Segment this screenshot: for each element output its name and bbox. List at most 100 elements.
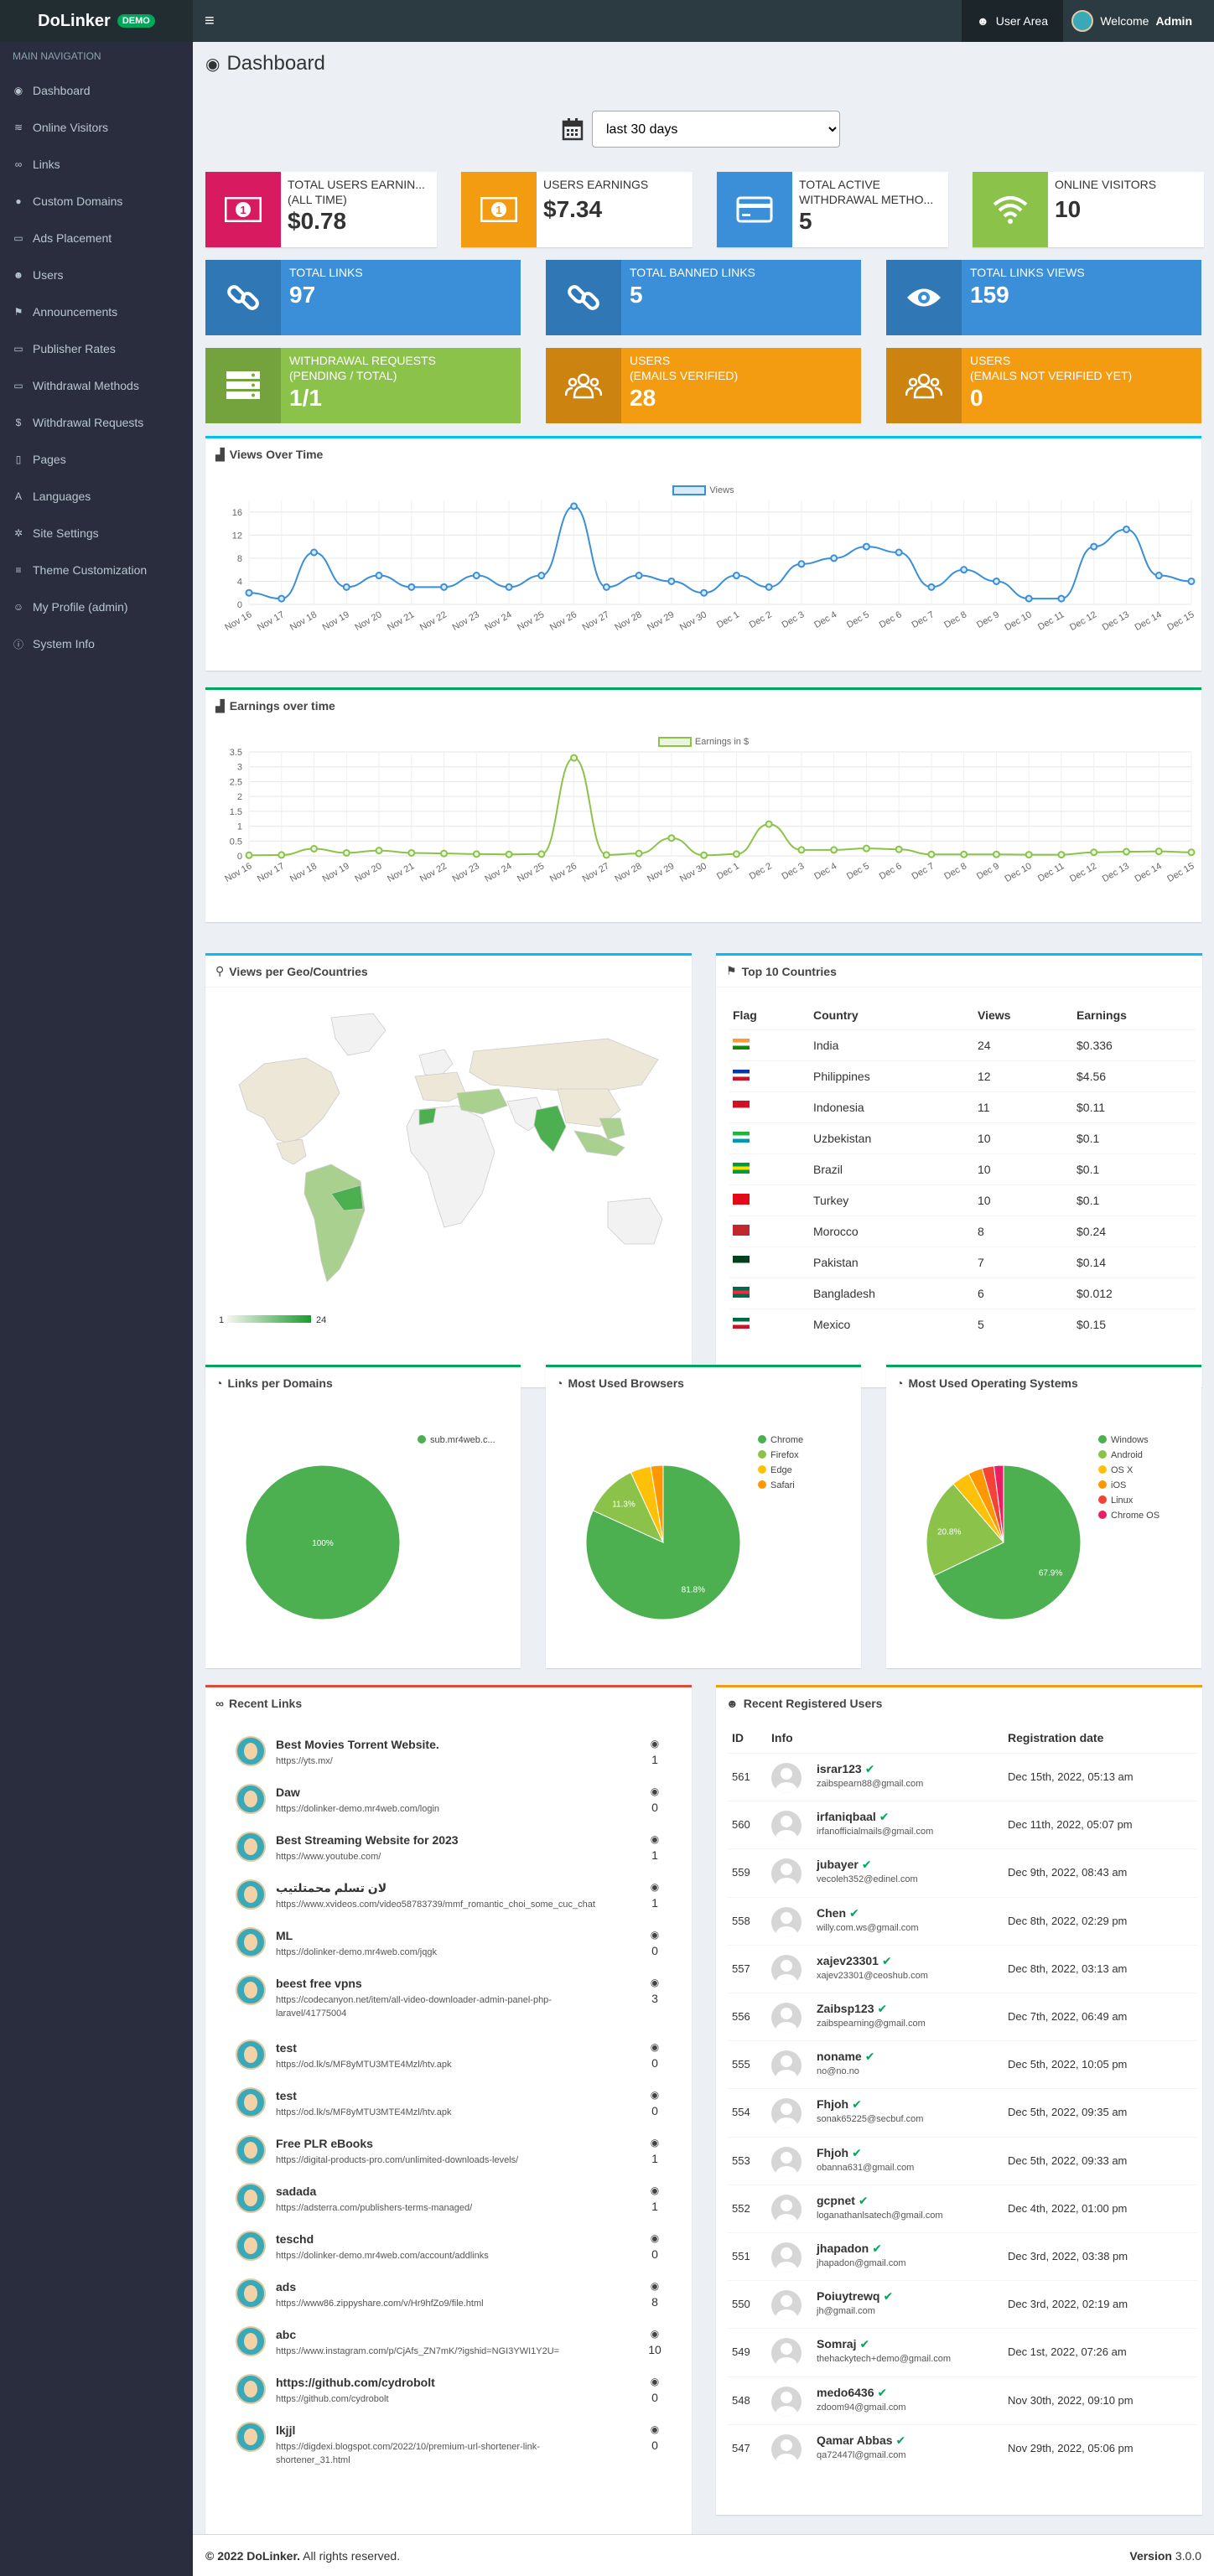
data-point[interactable] xyxy=(732,850,740,858)
sidebar-item-withdrawal-requests[interactable]: $ Withdrawal Requests xyxy=(0,404,193,441)
user-area-link[interactable]: ☻ User Area xyxy=(962,0,1063,42)
logo[interactable]: DoLinker DEMO xyxy=(0,0,193,42)
user-name[interactable]: jhapadon ✔ xyxy=(817,2242,882,2255)
link-url[interactable]: https://dolinker-demo.mr4web.com/login xyxy=(276,1804,440,1814)
data-point[interactable] xyxy=(927,583,936,591)
pie-slice-sub-mr4web-c-[interactable] xyxy=(245,1464,401,1620)
data-point[interactable] xyxy=(440,849,449,858)
data-point[interactable] xyxy=(278,851,286,859)
link-title[interactable]: Best Streaming Website for 2023 xyxy=(276,1833,459,1847)
data-point[interactable] xyxy=(1057,851,1066,859)
data-point[interactable] xyxy=(765,583,773,591)
data-point[interactable] xyxy=(1122,525,1130,533)
data-point[interactable] xyxy=(797,846,806,854)
data-point[interactable] xyxy=(732,572,740,580)
data-point[interactable] xyxy=(570,754,578,762)
data-point[interactable] xyxy=(505,583,513,591)
sidebar-item-my-profile-admin[interactable]: ☺ My Profile (admin) xyxy=(0,588,193,625)
link-url[interactable]: https://codecanyon.net/item/all-video-do… xyxy=(276,1995,552,2019)
account-menu[interactable]: Welcome Admin xyxy=(1060,0,1214,42)
data-point[interactable] xyxy=(278,594,286,603)
data-point[interactable] xyxy=(342,583,350,591)
user-name[interactable]: israr123 ✔ xyxy=(817,1762,875,1775)
pie-slice-chrome-os[interactable] xyxy=(993,1464,1004,1543)
user-name[interactable]: Qamar Abbas ✔ xyxy=(817,2433,906,2447)
sidebar-item-dashboard[interactable]: ◉ Dashboard xyxy=(0,72,193,109)
link-title[interactable]: ML xyxy=(276,1929,293,1942)
data-point[interactable] xyxy=(667,577,676,585)
data-point[interactable] xyxy=(1187,848,1196,857)
data-point[interactable] xyxy=(862,542,870,551)
sidebar-item-theme-customization[interactable]: ≡ Theme Customization xyxy=(0,552,193,588)
link-url[interactable]: https://od.lk/s/MF8yMTU3MTE4Mzl/htv.apk xyxy=(276,2060,452,2070)
link-title[interactable]: lkjjl xyxy=(276,2423,296,2437)
user-name[interactable]: Somraj ✔ xyxy=(817,2337,870,2351)
sidebar-item-pages[interactable]: ▯ Pages xyxy=(0,441,193,478)
pie-slice-firefox[interactable] xyxy=(592,1471,665,1544)
data-point[interactable] xyxy=(862,844,870,853)
data-point[interactable] xyxy=(537,572,546,580)
menu-toggle-icon[interactable]: ≡ xyxy=(205,12,215,30)
data-point[interactable] xyxy=(245,851,253,859)
data-point[interactable] xyxy=(407,848,416,857)
sidebar-item-publisher-rates[interactable]: ▭ Publisher Rates xyxy=(0,330,193,367)
link-title[interactable]: teschd xyxy=(276,2232,314,2246)
data-point[interactable] xyxy=(602,851,610,859)
data-point[interactable] xyxy=(960,850,968,858)
sidebar-item-announcements[interactable]: ⚑ Announcements xyxy=(0,293,193,330)
pie-slice-windows[interactable] xyxy=(933,1464,1082,1620)
data-point[interactable] xyxy=(992,850,1000,858)
data-point[interactable] xyxy=(1154,847,1163,856)
date-range-select[interactable]: last 30 days xyxy=(592,111,840,148)
link-title[interactable]: https://github.com/cydrobolt xyxy=(276,2376,435,2389)
link-url[interactable]: https://www.instagram.com/p/CjAfs_ZN7mK/… xyxy=(276,2346,560,2356)
data-point[interactable] xyxy=(505,850,513,858)
user-name[interactable]: Fhjoh ✔ xyxy=(817,2097,862,2112)
data-point[interactable] xyxy=(375,847,383,855)
data-point[interactable] xyxy=(960,566,968,574)
data-point[interactable] xyxy=(440,583,449,591)
user-name[interactable]: Poiuytrewq ✔ xyxy=(817,2289,894,2304)
user-name[interactable]: Zaibsp123 ✔ xyxy=(817,2002,888,2015)
data-point[interactable] xyxy=(1025,851,1033,859)
link-title[interactable]: ads xyxy=(276,2280,297,2294)
link-url[interactable]: https://www.youtube.com/ xyxy=(276,1852,381,1862)
link-title[interactable]: test xyxy=(276,2041,297,2055)
pie-slice-safari[interactable] xyxy=(650,1464,664,1543)
data-point[interactable] xyxy=(830,554,838,562)
data-point[interactable] xyxy=(1154,572,1163,580)
data-point[interactable] xyxy=(1090,542,1098,551)
sidebar-item-withdrawal-methods[interactable]: ▭ Withdrawal Methods xyxy=(0,367,193,404)
data-point[interactable] xyxy=(407,583,416,591)
link-title[interactable]: beest free vpns xyxy=(276,1977,362,1990)
user-name[interactable]: irfaniqbaal ✔ xyxy=(817,1810,890,1824)
link-url[interactable]: https://digital-products-pro.com/unlimit… xyxy=(276,2155,519,2165)
data-point[interactable] xyxy=(1122,847,1130,856)
data-point[interactable] xyxy=(667,834,676,842)
link-title[interactable]: sadada xyxy=(276,2185,317,2198)
data-point[interactable] xyxy=(1057,594,1066,603)
data-point[interactable] xyxy=(245,588,253,597)
link-url[interactable]: https://yts.mx/ xyxy=(276,1756,333,1766)
user-name[interactable]: noname ✔ xyxy=(817,2050,875,2064)
link-url[interactable]: https://www.xvideos.com/video58783739/mm… xyxy=(276,1900,595,1910)
link-title[interactable]: Daw xyxy=(276,1786,300,1799)
sidebar-item-custom-domains[interactable]: ● Custom Domains xyxy=(0,183,193,220)
data-point[interactable] xyxy=(635,849,643,858)
data-point[interactable] xyxy=(342,848,350,857)
sidebar-item-ads-placement[interactable]: ▭ Ads Placement xyxy=(0,220,193,257)
user-name[interactable]: jubayer ✔ xyxy=(817,1858,872,1872)
data-point[interactable] xyxy=(472,850,480,858)
data-point[interactable] xyxy=(895,845,903,853)
data-point[interactable] xyxy=(310,548,319,557)
sidebar-item-users[interactable]: ☻ Users xyxy=(0,257,193,293)
user-name[interactable]: Chen ✔ xyxy=(817,1905,859,1920)
data-point[interactable] xyxy=(537,850,546,858)
data-point[interactable] xyxy=(700,851,708,859)
pie-slice-android[interactable] xyxy=(926,1483,1004,1577)
link-title[interactable]: Free PLR eBooks xyxy=(276,2137,373,2150)
link-url[interactable]: https://digdexi.blogspot.com/2022/10/pre… xyxy=(276,2442,540,2465)
link-url[interactable]: https://github.com/cydrobolt xyxy=(276,2394,389,2404)
data-point[interactable] xyxy=(700,588,708,597)
data-point[interactable] xyxy=(1187,577,1196,585)
